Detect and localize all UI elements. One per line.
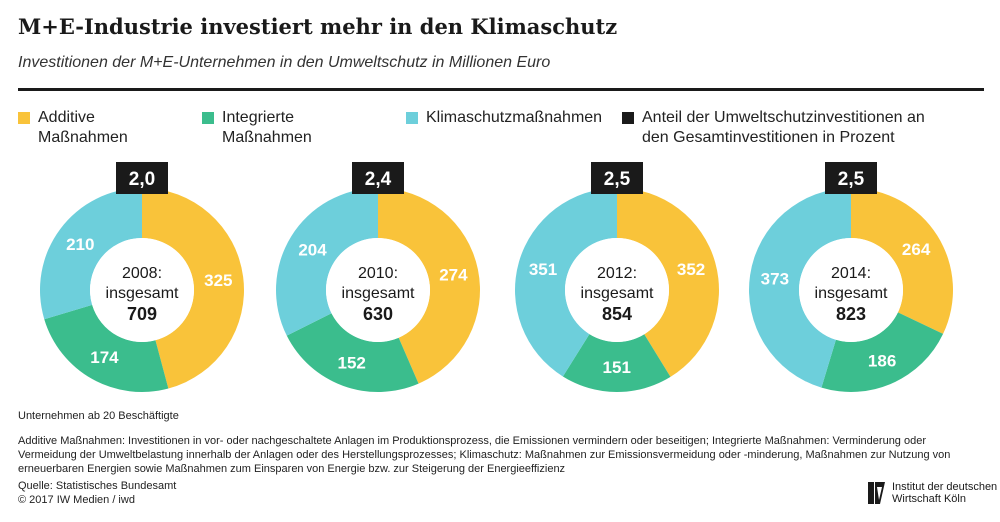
chart-subtitle: Investitionen der M+E-Unternehmen in den…: [18, 54, 551, 71]
donut-1-share-value: 2,4: [365, 169, 392, 190]
donut-2-label-climate: 351: [529, 260, 557, 279]
iw-logo-icon: [868, 482, 885, 504]
legend-swatch-climate: [406, 112, 418, 124]
donut-0-center-year: 2008:: [122, 265, 162, 282]
donut-1-slice-climate: [276, 188, 378, 336]
donut-1-label-integrated: 152: [337, 353, 365, 372]
donut-0-share-value: 2,0: [129, 169, 155, 190]
logo-text: Institut der deutschen Wirtschaft Köln: [892, 481, 998, 505]
copyright-text: © 2017 IW Medien / iwd: [18, 494, 135, 506]
donut-0: 325 174 210 2008: insgesamt 709 2,0: [40, 162, 244, 392]
donut-2-center-total: 854: [602, 304, 632, 324]
donut-3-center-year: 2014:: [831, 265, 871, 282]
donut-2: 352 151 351 2012: insgesamt 854 2,5: [515, 162, 719, 392]
definitions-note: Additive Maßnahmen: Investitionen in vor…: [18, 435, 951, 475]
legend-item-integrated: Integrierte Maßnahmen: [202, 108, 312, 148]
donut-charts: 325 174 210 2008: insgesamt 709 2,0 274 152 204 20…: [40, 162, 953, 392]
legend-item-climate: Klimaschutzmaßnahmen: [406, 108, 602, 128]
legend-label-integrated: Integrierte Maßnahmen: [222, 109, 312, 146]
donut-1-center-total-label: insgesamt: [342, 285, 415, 302]
title-rule: [18, 88, 984, 91]
legend-swatch-additive: [18, 112, 30, 124]
donut-2-slice-additive: [617, 188, 719, 377]
legend-label-climate: Klimaschutzmaßnahmen: [426, 109, 603, 126]
donut-2-hole: [565, 238, 669, 342]
donut-3-center-total: 823: [836, 304, 866, 324]
donut-3-center-total-label: insgesamt: [815, 285, 888, 302]
donut-0-label-additive: 325: [204, 271, 232, 290]
donut-3-slice-additive: [851, 188, 953, 334]
donut-0-slice-additive: [142, 188, 244, 389]
donut-0-label-climate: 210: [66, 235, 94, 254]
donut-3-slice-climate: [749, 188, 851, 388]
donut-1-center-year: 2010:: [358, 265, 398, 282]
iw-logo: Institut der deutschen Wirtschaft Köln: [866, 480, 1000, 506]
donut-2-slice-integrated: [562, 334, 671, 392]
donut-0-slice-climate: [40, 188, 142, 320]
donut-3-label-climate: 373: [761, 270, 789, 289]
legend-label-additive: Additive Maßnahmen: [38, 109, 128, 146]
legend-item-additive: Additive Maßnahmen: [18, 108, 128, 148]
footnote: Unternehmen ab 20 Beschäftigte: [18, 410, 179, 422]
donut-2-share-value: 2,5: [604, 169, 631, 190]
donut-1-label-climate: 204: [298, 241, 327, 260]
donut-3-hole: [799, 238, 903, 342]
legend-label-share: Anteil der Umweltschutzinvestitionen an …: [642, 109, 925, 146]
donut-3-share-badge: [825, 162, 877, 194]
donut-0-center-total: 709: [127, 304, 157, 324]
donut-1-slice-integrated: [286, 313, 419, 392]
donut-2-label-integrated: 151: [603, 358, 631, 377]
legend-swatch-integrated: [202, 112, 214, 124]
donut-1-center-total: 630: [363, 304, 393, 324]
donut-0-share-badge: [116, 162, 168, 194]
donut-0-hole: [90, 238, 194, 342]
chart-title: M+E-Industrie investiert mehr in den Kli…: [18, 14, 618, 39]
legend-item-share: Anteil der Umweltschutzinvestitionen an …: [622, 108, 942, 148]
donut-2-center-year: 2012:: [597, 265, 637, 282]
donut-1-share-badge: [352, 162, 404, 194]
donut-3-label-additive: 264: [902, 240, 931, 259]
donut-1-label-additive: 274: [439, 265, 468, 284]
source-text: Quelle: Statistisches Bundesamt: [18, 480, 177, 492]
donut-3-slice-integrated: [821, 312, 944, 392]
donut-3-label-integrated: 186: [868, 351, 896, 370]
donut-2-slice-climate: [515, 188, 617, 377]
donut-1: 274 152 204 2010: insgesamt 630 2,4: [276, 162, 480, 392]
donut-1-slice-additive: [378, 188, 480, 384]
donut-0-slice-integrated: [44, 304, 169, 392]
donut-0-label-integrated: 174: [90, 348, 119, 367]
donut-2-share-badge: [591, 162, 643, 194]
donut-3: 264 186 373 2014: insgesamt 823 2,5: [749, 162, 953, 392]
source-note: Quelle: Statistisches Bundesamt © 2017 I…: [18, 479, 176, 507]
donut-2-center-total-label: insgesamt: [581, 285, 654, 302]
donut-3-share-value: 2,5: [838, 169, 865, 190]
donut-1-hole: [326, 238, 430, 342]
donut-0-center-total-label: insgesamt: [106, 285, 179, 302]
legend-swatch-share: [622, 112, 634, 124]
donut-2-label-additive: 352: [677, 260, 705, 279]
